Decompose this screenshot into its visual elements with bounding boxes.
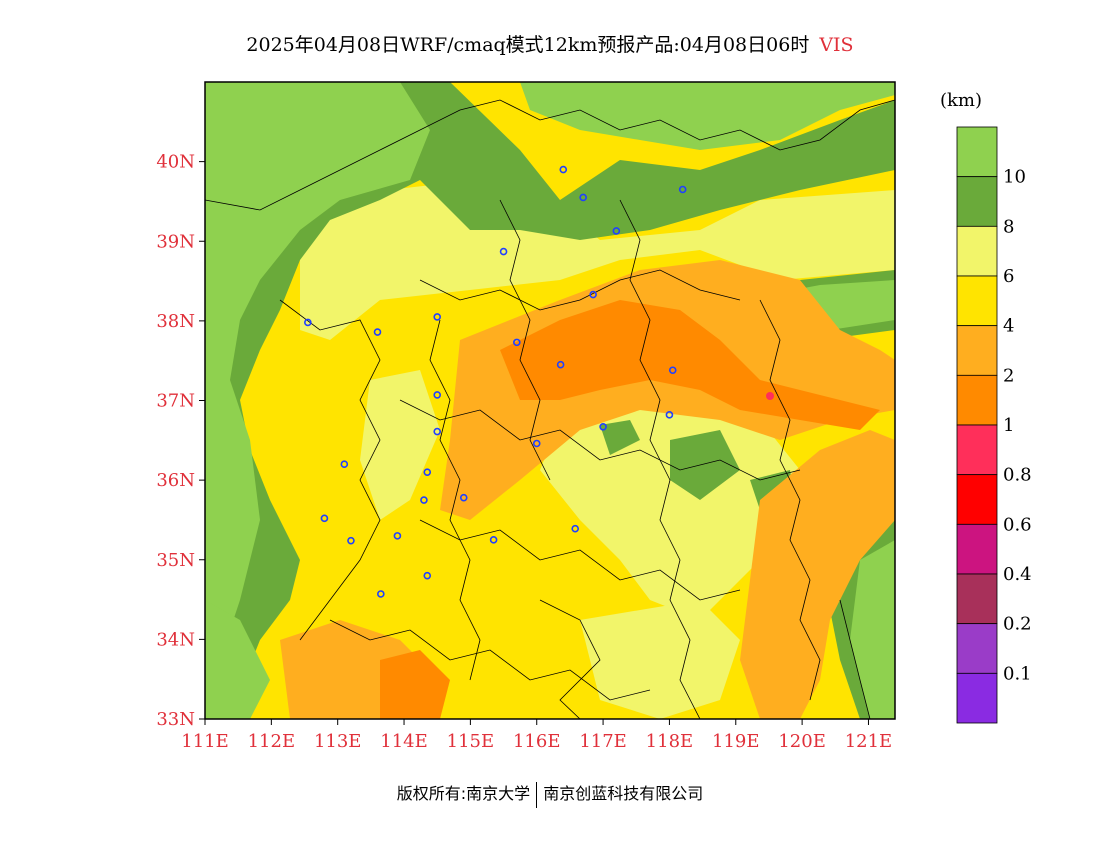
- colorbar-swatch: [956, 374, 998, 426]
- y-tick-label: 36N: [156, 470, 195, 491]
- city-marker: [420, 496, 428, 504]
- visibility-field: [205, 82, 895, 719]
- map-title-main: 2025年04月08日WRF/cmaq模式12km预报产品:04月08日06时: [246, 34, 810, 56]
- footer-separator: [536, 781, 538, 808]
- x-tick-label: 120E: [778, 731, 826, 752]
- colorbar-label: 0.8: [1003, 465, 1032, 486]
- x-tick-label: 114E: [380, 731, 428, 752]
- colorbar-label: 8: [1003, 216, 1014, 237]
- colorbar-swatch: [956, 523, 998, 575]
- city-marker: [377, 590, 385, 598]
- footer-copyright: 版权所有:南京大学: [396, 784, 531, 803]
- city-marker: [556, 360, 565, 369]
- x-tick-label: 117E: [579, 731, 627, 752]
- map-title: 2025年04月08日WRF/cmaq模式12km预报产品:04月08日06时 V…: [0, 30, 1100, 57]
- colorbar-swatch: [956, 474, 998, 525]
- colorbar-label: 0.6: [1003, 514, 1032, 535]
- colorbar-swatch: [956, 573, 998, 625]
- city-marker: [433, 427, 442, 436]
- footer-company: 南京创蓝科技有限公司: [543, 784, 704, 803]
- colorbar-label: 2: [1003, 365, 1014, 386]
- colorbar-label: 1: [1003, 415, 1014, 436]
- city-marker: [532, 439, 541, 448]
- map-title-variable: VIS: [819, 34, 854, 56]
- city-marker: [579, 193, 587, 202]
- colorbar-swatch: [956, 176, 998, 227]
- colorbar-swatch: [956, 325, 998, 376]
- city-marker: [668, 366, 677, 375]
- colorbar-label: 0.1: [1003, 663, 1032, 684]
- city-marker: [571, 524, 580, 533]
- city-marker: [589, 290, 597, 299]
- colorbar-label: 0.4: [1003, 564, 1032, 585]
- city-marker: [304, 318, 312, 327]
- colorbar-unit: (km): [940, 90, 983, 111]
- colorbar-swatch: [956, 126, 998, 178]
- y-tick-label: 40N: [156, 152, 195, 173]
- city-marker: [373, 328, 382, 336]
- city-marker: [423, 571, 432, 580]
- city-marker: [347, 536, 355, 545]
- footer: 版权所有:南京大学 南京创蓝科技有限公司: [0, 780, 1100, 808]
- axis-ticks: 111E 112E 113E 114E 115E 116E 117E 118E 119E 120E…: [156, 152, 892, 752]
- y-tick-label: 37N: [156, 391, 195, 412]
- city-marker: [433, 391, 442, 399]
- city-marker: [612, 227, 621, 235]
- city-marker: [320, 514, 329, 523]
- colorbar-label: 0.2: [1003, 614, 1032, 635]
- colorbar-label: 10: [1003, 167, 1026, 188]
- x-tick-label: 112E: [248, 731, 296, 752]
- y-tick-label: 33N: [156, 709, 195, 730]
- city-markers: [304, 165, 687, 598]
- city-marker: [559, 165, 568, 174]
- colorbar-label: 4: [1003, 316, 1014, 337]
- x-tick-label: 113E: [314, 731, 362, 752]
- city-marker: [489, 536, 498, 544]
- city-marker: [433, 313, 442, 321]
- x-tick-label: 115E: [447, 731, 495, 752]
- city-marker: [678, 185, 687, 194]
- boundary-lines: [205, 99, 895, 719]
- x-tick-label: 119E: [712, 731, 760, 752]
- x-tick-label: 118E: [646, 731, 694, 752]
- colorbar-swatch: [956, 623, 998, 674]
- colorbar-swatch: [956, 672, 998, 724]
- city-marker: [423, 468, 432, 476]
- x-tick-label: 121E: [845, 731, 893, 752]
- y-tick-label: 35N: [156, 550, 195, 571]
- city-marker: [340, 460, 349, 469]
- city-marker: [599, 422, 607, 431]
- city-marker: [665, 411, 674, 419]
- y-tick-label: 38N: [156, 311, 195, 332]
- colorbar-swatch: [956, 225, 998, 277]
- x-tick-label: 116E: [513, 731, 561, 752]
- city-marker: [393, 532, 402, 540]
- x-tick-label: 111E: [181, 731, 229, 752]
- city-marker: [499, 247, 508, 256]
- city-marker: [459, 493, 468, 502]
- colorbar: 10 8 6 4 2 1 0.8 0.6 0.4 0.2 0.1: [956, 126, 1032, 724]
- y-tick-label: 39N: [156, 231, 195, 252]
- colorbar-swatch: [956, 424, 998, 476]
- city-marker: [513, 338, 521, 347]
- y-tick-label: 34N: [156, 629, 195, 650]
- colorbar-swatch: [956, 275, 998, 327]
- colorbar-label: 6: [1003, 266, 1014, 287]
